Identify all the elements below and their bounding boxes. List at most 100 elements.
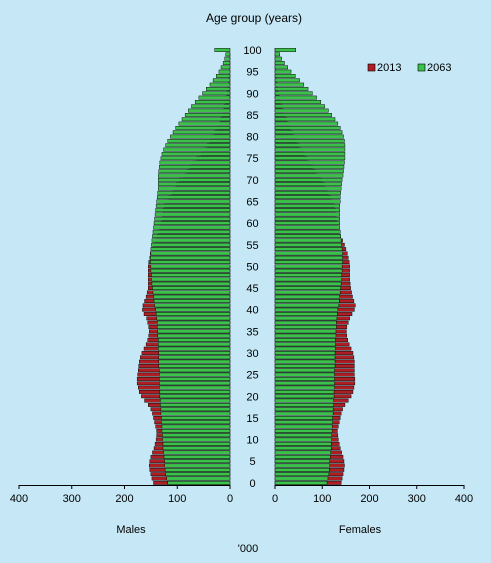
bar-2063-male-age-45 — [152, 286, 231, 290]
age-tick-label: 25 — [246, 370, 258, 382]
bar-2063-male-age-6 — [163, 454, 231, 459]
bar-2063-female-age-75 — [274, 156, 346, 161]
bar-2063-male-age-17 — [160, 407, 231, 412]
bar-2063-male-age-33 — [158, 338, 231, 342]
bar-2063-male-age-92 — [209, 82, 231, 87]
bar-2063-female-age-14 — [274, 420, 333, 425]
age-tick-label: 75 — [246, 153, 258, 165]
bar-2063-male-age-94 — [216, 74, 231, 78]
bar-2063-male-age-25 — [159, 372, 231, 377]
bar-2063-male-age-64 — [155, 203, 231, 208]
bar-2063-female-age-86 — [274, 108, 329, 113]
bar-2063-female-age-90 — [274, 91, 313, 96]
bar-2063-female-age-33 — [274, 338, 336, 342]
age-tick-label: 70 — [246, 175, 258, 187]
age-tick-label: 100 — [243, 45, 261, 57]
bar-2063-female-age-88 — [274, 100, 322, 104]
bar-2063-male-age-31 — [158, 346, 231, 351]
bar-2063-male-age-82 — [175, 125, 231, 130]
bar-2063-male-age-22 — [159, 385, 231, 390]
males-label: Males — [116, 524, 146, 536]
bar-2063-male-age-93 — [212, 78, 231, 83]
bar-2063-male-age-2 — [165, 472, 231, 477]
bar-2063-male-age-39 — [155, 312, 231, 316]
bar-2063-male-age-67 — [157, 190, 231, 195]
x-tick-label-males: 0 — [227, 493, 233, 505]
bar-2063-male-age-34 — [157, 333, 231, 338]
bar-2063-male-age-52 — [150, 255, 231, 260]
bar-2063-female-age-53 — [274, 251, 343, 256]
bar-2063-male-age-96 — [220, 65, 231, 70]
bar-2063-female-age-97 — [274, 61, 285, 65]
bar-2063-female-age-21 — [274, 390, 335, 394]
bar-2063-female-age-31 — [274, 346, 336, 351]
bar-2063-male-age-97 — [222, 61, 231, 65]
bar-2063-female-age-35 — [274, 329, 337, 334]
bar-2063-female-age-71 — [274, 173, 344, 178]
bars-2063 — [150, 48, 346, 485]
bar-2063-female-age-61 — [274, 216, 340, 221]
bar-2063-male-age-24 — [159, 377, 231, 381]
legend-swatch-2013 — [367, 63, 376, 72]
bar-2063-male-age-78 — [165, 143, 231, 148]
x-tick-label-males: 400 — [10, 493, 28, 505]
age-tick-label: 55 — [246, 240, 258, 252]
bar-2063-female-age-16 — [274, 411, 334, 416]
bar-2063-male-age-36 — [156, 325, 231, 329]
bar-2063-male-age-81 — [172, 130, 231, 135]
bar-2063-male-age-40 — [155, 307, 231, 312]
bar-2063-female-age-80 — [274, 134, 344, 139]
bar-2063-female-age-27 — [274, 364, 336, 368]
bar-2063-female-age-11 — [274, 433, 332, 438]
bar-2063-male-age-14 — [161, 420, 231, 425]
bar-2063-male-age-76 — [161, 151, 231, 156]
bar-2063-male-age-49 — [150, 268, 231, 273]
bar-2063-female-age-1 — [274, 476, 329, 481]
bar-2063-male-age-43 — [153, 294, 231, 299]
bar-2063-female-age-76 — [274, 151, 346, 156]
age-tick-label: 10 — [246, 435, 258, 447]
bar-2063-female-age-10 — [274, 437, 332, 442]
bar-2063-male-age-18 — [160, 403, 231, 407]
bar-2063-female-age-56 — [274, 238, 342, 243]
bar-2063-male-age-70 — [158, 177, 231, 182]
chart-title: Age group (years) — [206, 11, 302, 25]
bar-2063-male-age-73 — [159, 164, 231, 169]
bar-2063-male-age-48 — [151, 273, 231, 277]
bar-2063-female-age-95 — [274, 69, 292, 74]
bar-2063-male-age-65 — [156, 199, 231, 204]
bar-2063-male-age-41 — [154, 303, 231, 308]
age-tick-label: 90 — [246, 88, 258, 100]
bar-2063-male-age-54 — [150, 247, 231, 252]
bar-2063-male-age-88 — [194, 100, 231, 104]
bar-2063-female-age-40 — [274, 307, 339, 312]
bar-2063-female-age-45 — [274, 286, 341, 290]
bar-2063-female-age-30 — [274, 351, 336, 355]
bar-2063-male-age-20 — [159, 394, 231, 399]
bar-2063-male-age-100 — [214, 48, 231, 52]
bar-2063-male-age-61 — [154, 216, 231, 221]
age-tick-label: 50 — [246, 261, 258, 273]
bar-2063-male-age-90 — [202, 91, 231, 96]
bar-2063-male-age-55 — [151, 242, 231, 247]
age-tick-label: 95 — [246, 67, 258, 79]
bar-2063-male-age-59 — [153, 225, 231, 230]
bar-2063-female-age-81 — [274, 130, 343, 135]
legend: 2013 2063 — [367, 62, 451, 74]
bar-2063-male-age-28 — [158, 359, 231, 364]
bar-2063-female-age-69 — [274, 182, 342, 187]
bar-2063-male-age-86 — [188, 108, 231, 113]
bar-2063-female-age-99 — [274, 52, 280, 57]
bar-2063-female-age-55 — [274, 242, 342, 247]
bar-2063-male-age-87 — [191, 104, 231, 109]
bar-2063-female-age-62 — [274, 212, 340, 217]
legend-swatch-2063 — [417, 63, 426, 72]
bar-2063-male-age-72 — [158, 169, 231, 174]
bar-2063-female-age-83 — [274, 121, 339, 126]
bar-2063-male-age-95 — [218, 69, 231, 74]
bar-2063-male-age-44 — [152, 290, 231, 295]
age-tick-label: 40 — [246, 305, 258, 317]
bar-2063-male-age-5 — [164, 459, 231, 464]
bar-2063-female-age-39 — [274, 312, 338, 316]
